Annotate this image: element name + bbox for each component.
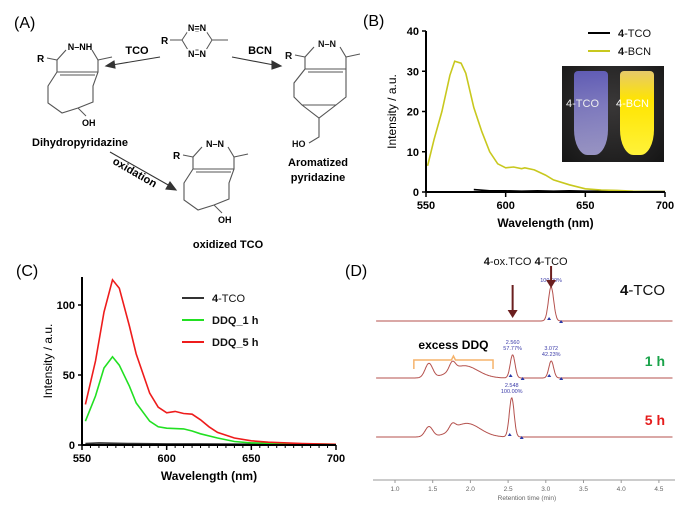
y-tick-label: 0 <box>413 187 419 199</box>
y-axis-label: Intensity / a.u. <box>41 324 55 399</box>
y-tick-label: 0 <box>69 440 75 452</box>
series-line-DDQ_1 h <box>84 355 337 446</box>
reagent-bcn: BCN <box>248 45 272 57</box>
peak-marker <box>507 433 524 439</box>
series-line-4-BCN <box>426 60 665 193</box>
x-tick-label: 600 <box>157 453 175 465</box>
y-tick-label: 40 <box>407 26 419 38</box>
chromatogram-trace <box>376 354 673 379</box>
legend-label: 4-TCO <box>618 28 651 40</box>
ring-n-n: N–N <box>318 39 336 49</box>
x-tick-label: 550 <box>417 200 435 212</box>
peak-label: 42.23% <box>542 352 561 358</box>
x-tick-label: 700 <box>656 200 674 212</box>
x-tick-label: 700 <box>327 453 345 465</box>
panel-label: (B) <box>363 13 384 30</box>
excess-ddq-bracket <box>413 354 494 369</box>
legend-label: DDQ_5 h <box>212 337 259 349</box>
y-tick-label: 10 <box>407 147 419 159</box>
inset-photo: 4-TCO 4-BCN <box>562 66 664 162</box>
peak-marker <box>508 374 525 380</box>
product-dihydropyridazine: Dihydropyridazine <box>32 137 128 149</box>
series-line-DDQ_5 h <box>84 278 337 446</box>
ring-n-n: N–N <box>206 139 224 149</box>
x-tick-label: 4.5 <box>654 486 663 493</box>
x-axis-label: Retention time (min) <box>498 495 557 502</box>
peak-label: 2.548 <box>505 383 519 389</box>
arrow-head <box>546 280 557 288</box>
product-aromatized-line1: Aromatized <box>288 157 348 169</box>
dihydropyridazine-structure: R N–NH OH <box>37 42 113 128</box>
x-tick-label: 600 <box>496 200 514 212</box>
x-tick-label: 2.0 <box>466 486 475 493</box>
x-tick-label: 550 <box>73 453 91 465</box>
panel-a-scheme: (A) R N=N N–N TCO BCN oxidation R N–NH O… <box>14 15 360 250</box>
tetrazine-structure: R N=N N–N <box>161 22 228 61</box>
x-tick-label: 2.5 <box>504 486 513 493</box>
product-oxidized-tco: oxidized TCO <box>193 239 264 250</box>
atom-oh: OH <box>82 118 96 128</box>
x-tick-label: 1.5 <box>428 486 437 493</box>
y-axis-label: Intensity / a.u. <box>385 74 399 149</box>
atom-r: R <box>161 36 169 47</box>
x-tick-label: 3.5 <box>579 486 588 493</box>
x-tick-label: 650 <box>576 200 594 212</box>
panel-label-a: (A) <box>14 15 35 32</box>
legend-label: 4-TCO <box>212 293 245 305</box>
peak-label: 57.77% <box>503 346 522 352</box>
tetrazine-bottom: N–N <box>188 49 206 59</box>
trace-label: 5 h <box>645 412 665 428</box>
y-tick-label: 30 <box>407 66 419 78</box>
ring-n-nh: N–NH <box>68 42 93 52</box>
peak-label: 2.560 <box>506 340 520 346</box>
tetrazine-top: N=N <box>188 23 206 33</box>
peak-marker <box>547 317 564 323</box>
x-axis-label: Wavelength (nm) <box>497 216 593 230</box>
y-tick-label: 20 <box>407 107 419 119</box>
tube-bcn <box>620 71 654 155</box>
trace-label: 4-TCO <box>620 282 665 299</box>
atom-r: R <box>37 54 45 65</box>
oxidized-tco-structure: R N–N OH <box>173 139 249 225</box>
peak-marker <box>547 374 564 380</box>
product-aromatized-line2: pyridazine <box>291 172 345 184</box>
atom-r: R <box>285 51 293 62</box>
reagent-tco: TCO <box>125 45 149 57</box>
inset-label-bcn: 4-BCN <box>616 98 650 110</box>
arrow-head <box>507 310 518 318</box>
x-tick-label: 3.0 <box>541 486 550 493</box>
x-axis-label: Wavelength (nm) <box>161 469 257 483</box>
tube-tco <box>574 71 608 155</box>
x-tick-label: 650 <box>242 453 260 465</box>
trace-label: 1 h <box>645 353 665 369</box>
panel-label: (C) <box>16 263 38 280</box>
atom-r: R <box>173 151 181 162</box>
peak-label: 100.00% <box>501 389 523 395</box>
chromatogram-trace <box>376 397 673 438</box>
panel-label: (D) <box>345 263 367 280</box>
x-tick-label: 1.0 <box>390 486 399 493</box>
aromatized-pyridazine-structure: R N–N HO <box>285 39 360 149</box>
y-tick-label: 50 <box>63 370 75 382</box>
atom-oh: OH <box>218 215 232 225</box>
inset-label-tco: 4-TCO <box>566 98 599 110</box>
atom-ho: HO <box>292 139 306 149</box>
legend-label: 4-BCN <box>618 46 651 58</box>
annotation-tco: 4-TCO <box>535 256 568 268</box>
y-tick-label: 100 <box>57 300 75 312</box>
x-tick-label: 4.0 <box>617 486 626 493</box>
chromatogram-trace <box>376 286 673 322</box>
annotation-excess-ddq: excess DDQ <box>418 338 488 352</box>
annotation-ox-tco: 4-ox.TCO <box>484 256 532 268</box>
legend-label: DDQ_1 h <box>212 315 259 327</box>
peak-label: 3.072 <box>544 346 558 352</box>
